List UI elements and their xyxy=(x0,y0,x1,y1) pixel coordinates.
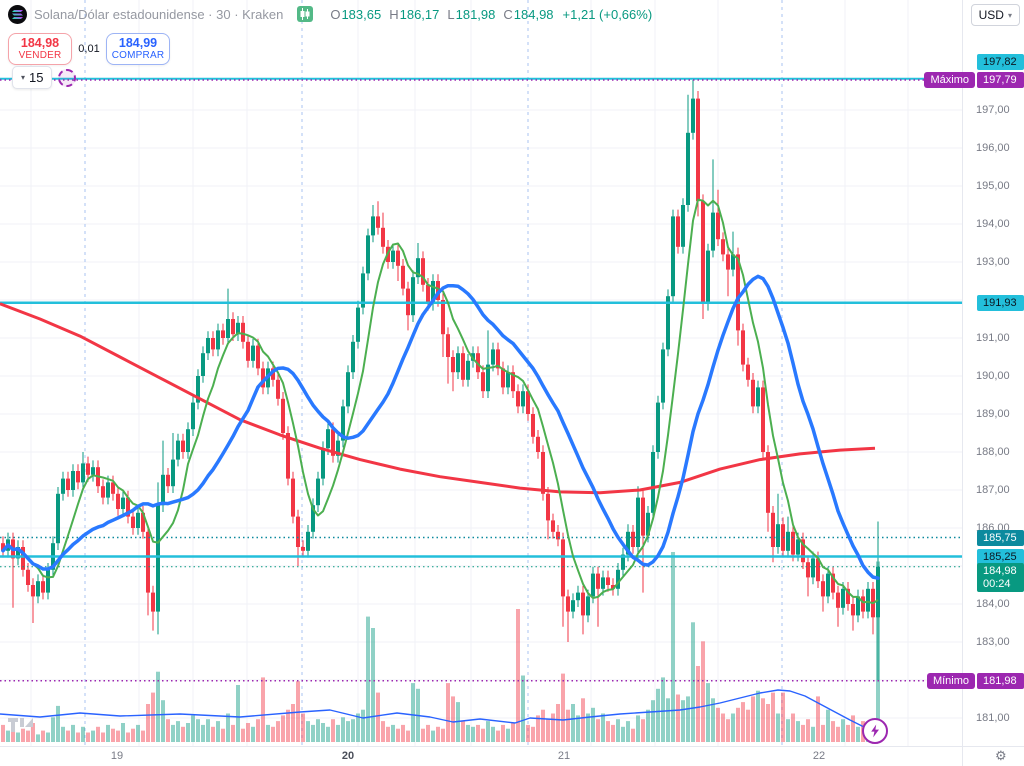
open-value: 183,65 xyxy=(341,6,382,22)
close-value: 184,98 xyxy=(513,6,554,22)
chevron-down-icon: ▾ xyxy=(21,73,26,82)
price-scale[interactable]: 197,00 196,00 195,00 194,00 193,00 191,00 190,… xyxy=(962,0,1024,747)
low-label: L xyxy=(447,6,455,22)
open-label: O xyxy=(330,6,341,22)
lightning-icon[interactable] xyxy=(862,718,888,744)
time-label: 20 xyxy=(341,750,355,762)
price-level-label: 197,82 xyxy=(977,53,1024,70)
candle-type-icon[interactable] xyxy=(297,6,314,22)
price-level-label: 197,79 xyxy=(977,71,1024,88)
ohlc-readout: O 183,65 H 186,17 L 181,98 C 184,98 +1,21 (+… xyxy=(322,7,652,22)
price-tick-label: 197,00 xyxy=(976,104,1010,116)
session-low-tag: Mínimo xyxy=(926,672,975,689)
interval-value: 15 xyxy=(29,70,44,85)
price-level-label: 191,93 xyxy=(977,294,1024,311)
buy-price: 184,99 xyxy=(118,35,158,50)
price-tick-label: 188,00 xyxy=(976,446,1010,458)
price-tick-label: 181,00 xyxy=(976,712,1010,724)
trade-panel: 184,98 VENDER 0,01 184,99 COMPRAR xyxy=(8,33,170,65)
sell-price: 184,98 xyxy=(20,35,60,50)
price-level-label: 185,75 xyxy=(977,529,1024,546)
change-value: +1,21 (+0,66%) xyxy=(562,6,653,22)
price-tick-label: 193,00 xyxy=(976,256,1010,268)
chart-toolbar: Solana/Dólar estadounidense · 30 · Krake… xyxy=(0,0,1024,28)
price-tick-label: 190,00 xyxy=(976,370,1010,382)
time-label: 19 xyxy=(110,750,124,762)
price-level-label: 181,98 xyxy=(977,672,1024,689)
price-tick-label: 196,00 xyxy=(976,142,1010,154)
buy-button[interactable]: 184,99 COMPRAR xyxy=(106,33,170,65)
high-value: 186,17 xyxy=(399,6,440,22)
solana-logo-icon[interactable] xyxy=(8,4,27,24)
price-tick-label: 187,00 xyxy=(976,484,1010,496)
candlestick-chart[interactable] xyxy=(0,0,962,747)
currency-selector[interactable]: USD ▾ xyxy=(970,4,1020,26)
price-level-label: 185,25 xyxy=(977,548,1024,565)
low-value: 181,98 xyxy=(455,6,496,22)
price-tick-label: 191,00 xyxy=(976,332,1010,344)
close-label: C xyxy=(503,6,513,22)
gear-icon[interactable]: ⚙ xyxy=(995,748,1007,763)
symbol-title[interactable]: Solana/Dólar estadounidense · 30 · Krake… xyxy=(34,6,284,22)
time-axis[interactable]: ⚙ 19 20 21 22 xyxy=(0,746,1024,766)
axis-corner-divider xyxy=(962,747,963,766)
price-tick-label: 183,00 xyxy=(976,636,1010,648)
high-label: H xyxy=(389,6,399,22)
price-level-label: 184,98 00:24 xyxy=(977,562,1024,592)
session-high-tag: Máximo xyxy=(924,71,975,88)
interval-selector[interactable]: ▾ 15 xyxy=(12,66,53,89)
price-tick-label: 189,00 xyxy=(976,408,1010,420)
price-tick-label: 184,00 xyxy=(976,598,1010,610)
time-label: 22 xyxy=(812,750,826,762)
tradingview-logo xyxy=(8,718,33,732)
sell-label: VENDER xyxy=(18,50,62,62)
alert-anchor-icon[interactable] xyxy=(58,69,76,87)
spread-value: 0,01 xyxy=(78,43,100,55)
currency-value: USD xyxy=(978,8,1004,22)
price-tick-label: 195,00 xyxy=(976,180,1010,192)
time-label: 21 xyxy=(557,750,571,762)
buy-label: COMPRAR xyxy=(111,50,165,62)
chevron-down-icon: ▾ xyxy=(1007,10,1012,20)
sell-button[interactable]: 184,98 VENDER xyxy=(8,33,72,65)
price-tick-label: 194,00 xyxy=(976,218,1010,230)
